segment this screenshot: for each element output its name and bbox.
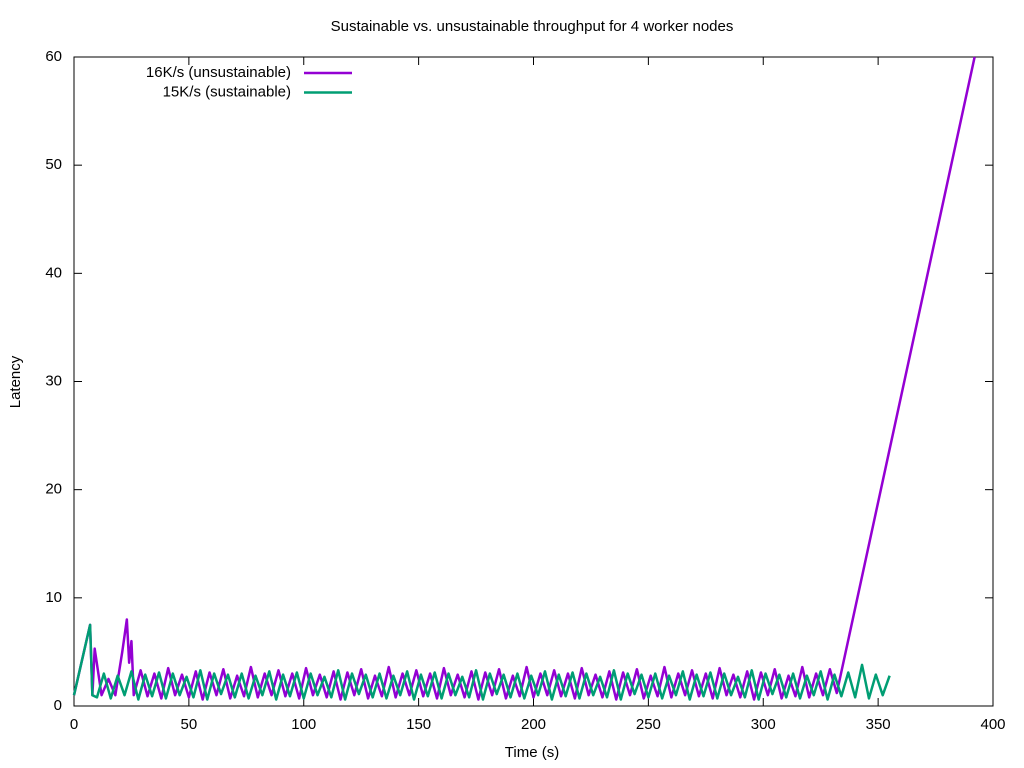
series-line bbox=[72, 56, 976, 701]
x-tick-label: 50 bbox=[181, 716, 198, 733]
y-axis-label: Latency bbox=[7, 355, 24, 408]
series-line bbox=[72, 623, 891, 701]
y-tick-label: 60 bbox=[45, 48, 62, 65]
y-tick-label: 20 bbox=[45, 481, 62, 498]
x-tick-label: 350 bbox=[866, 716, 891, 733]
legend-label: 15K/s (sustainable) bbox=[163, 83, 291, 100]
y-tick-label: 50 bbox=[45, 156, 62, 173]
x-tick-label: 400 bbox=[980, 716, 1005, 733]
x-tick-label: 150 bbox=[406, 716, 431, 733]
chart-title: Sustainable vs. unsustainable throughput… bbox=[331, 18, 734, 35]
y-tick-label: 10 bbox=[45, 589, 62, 606]
x-axis-label: Time (s) bbox=[505, 744, 559, 761]
x-tick-label: 250 bbox=[636, 716, 661, 733]
x-tick-label: 100 bbox=[291, 716, 316, 733]
y-tick-label: 0 bbox=[54, 697, 62, 714]
x-tick-label: 200 bbox=[521, 716, 546, 733]
y-tick-label: 40 bbox=[45, 264, 62, 281]
x-tick-label: 0 bbox=[70, 716, 78, 733]
x-tick-label: 300 bbox=[751, 716, 776, 733]
y-tick-label: 30 bbox=[45, 372, 62, 389]
legend-label: 16K/s (unsustainable) bbox=[146, 64, 291, 81]
